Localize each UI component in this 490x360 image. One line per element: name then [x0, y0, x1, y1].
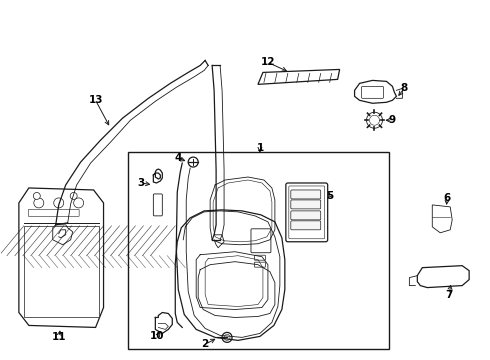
Text: 9: 9 — [389, 115, 396, 125]
FancyBboxPatch shape — [153, 194, 162, 216]
Circle shape — [188, 157, 198, 167]
Text: 8: 8 — [401, 84, 408, 93]
FancyBboxPatch shape — [251, 229, 271, 253]
Text: 12: 12 — [261, 58, 275, 67]
Polygon shape — [19, 188, 103, 328]
Text: 3: 3 — [138, 178, 145, 188]
Text: 4: 4 — [174, 153, 182, 163]
Circle shape — [70, 193, 77, 199]
FancyBboxPatch shape — [291, 211, 321, 220]
FancyBboxPatch shape — [291, 200, 321, 209]
Circle shape — [224, 334, 230, 340]
Circle shape — [74, 198, 84, 208]
Text: 11: 11 — [51, 332, 66, 342]
FancyBboxPatch shape — [286, 183, 328, 242]
Polygon shape — [355, 80, 396, 103]
Circle shape — [54, 198, 64, 208]
Text: 7: 7 — [445, 289, 453, 300]
Text: 10: 10 — [150, 332, 165, 341]
Circle shape — [34, 198, 44, 208]
FancyBboxPatch shape — [128, 152, 390, 349]
FancyBboxPatch shape — [28, 210, 79, 216]
Text: 6: 6 — [443, 193, 451, 203]
FancyBboxPatch shape — [362, 86, 384, 98]
Text: 13: 13 — [88, 95, 103, 105]
Polygon shape — [24, 226, 98, 318]
FancyBboxPatch shape — [291, 221, 321, 230]
Circle shape — [222, 332, 232, 342]
FancyBboxPatch shape — [291, 190, 321, 199]
Text: 5: 5 — [326, 191, 333, 201]
Polygon shape — [432, 205, 452, 233]
Polygon shape — [258, 69, 340, 84]
Circle shape — [33, 193, 40, 199]
FancyBboxPatch shape — [254, 255, 266, 260]
Text: 2: 2 — [201, 339, 209, 349]
Text: 1: 1 — [256, 143, 264, 153]
FancyBboxPatch shape — [254, 262, 266, 267]
Polygon shape — [417, 266, 469, 288]
